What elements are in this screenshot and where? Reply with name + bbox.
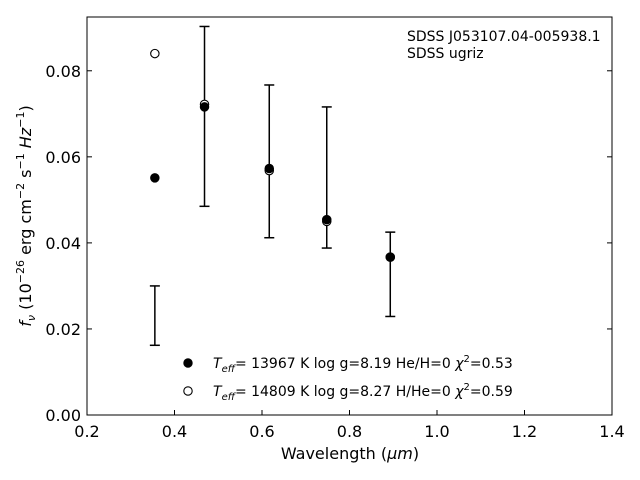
y-tick-label: 0.02 (45, 320, 81, 339)
point-filled (385, 252, 396, 262)
y-tick-label: 0.08 (45, 62, 81, 81)
x-tick-label: 1.0 (424, 422, 449, 441)
object-name: SDSS J053107.04-005938.1 (407, 29, 601, 45)
legend-marker-filled (183, 358, 193, 368)
error-bar (385, 231, 396, 318)
x-tick-label: 0.6 (249, 422, 274, 441)
legend-entry-filled: Teff= 13967 K log g=8.19 He/H=0 χ2=0.53 (213, 354, 513, 375)
y-axis: 0.00 0.02 0.04 0.06 0.08 (45, 62, 612, 425)
y-tick-label: 0.06 (45, 148, 81, 167)
x-tick-label: 0.2 (74, 422, 99, 441)
point-filled (321, 214, 332, 225)
point-filled (199, 102, 210, 112)
x-tick-label: 1.4 (599, 422, 624, 441)
error-bar (264, 84, 275, 239)
x-axis-label: Wavelength (μm) (281, 444, 419, 463)
point-filled (264, 163, 275, 174)
legend: Teff= 13967 K log g=8.19 He/H=0 χ2=0.53 … (183, 354, 513, 403)
error-bar (199, 25, 210, 208)
x-tick-label: 1.2 (512, 422, 537, 441)
x-tick-label: 0.4 (162, 422, 187, 441)
legend-entry-open: Teff= 14809 K log g=8.27 H/He=0 χ2=0.59 (213, 382, 513, 403)
point-open (150, 48, 160, 59)
y-tick-label: 0.04 (45, 234, 81, 253)
y-axis-label: fν (10−26 erg cm−2 s−1 Hz−1) (14, 105, 38, 326)
model-points (150, 48, 396, 262)
y-tick-label: 0.00 (45, 406, 81, 425)
x-axis: 0.2 0.4 0.6 0.8 1.0 1.2 1.4 (74, 410, 625, 441)
legend-marker-open (183, 386, 193, 396)
photometry-system: SDSS ugriz (407, 46, 484, 62)
point-filled (150, 173, 160, 183)
error-bar (149, 285, 160, 347)
x-tick-label: 0.8 (337, 422, 362, 441)
